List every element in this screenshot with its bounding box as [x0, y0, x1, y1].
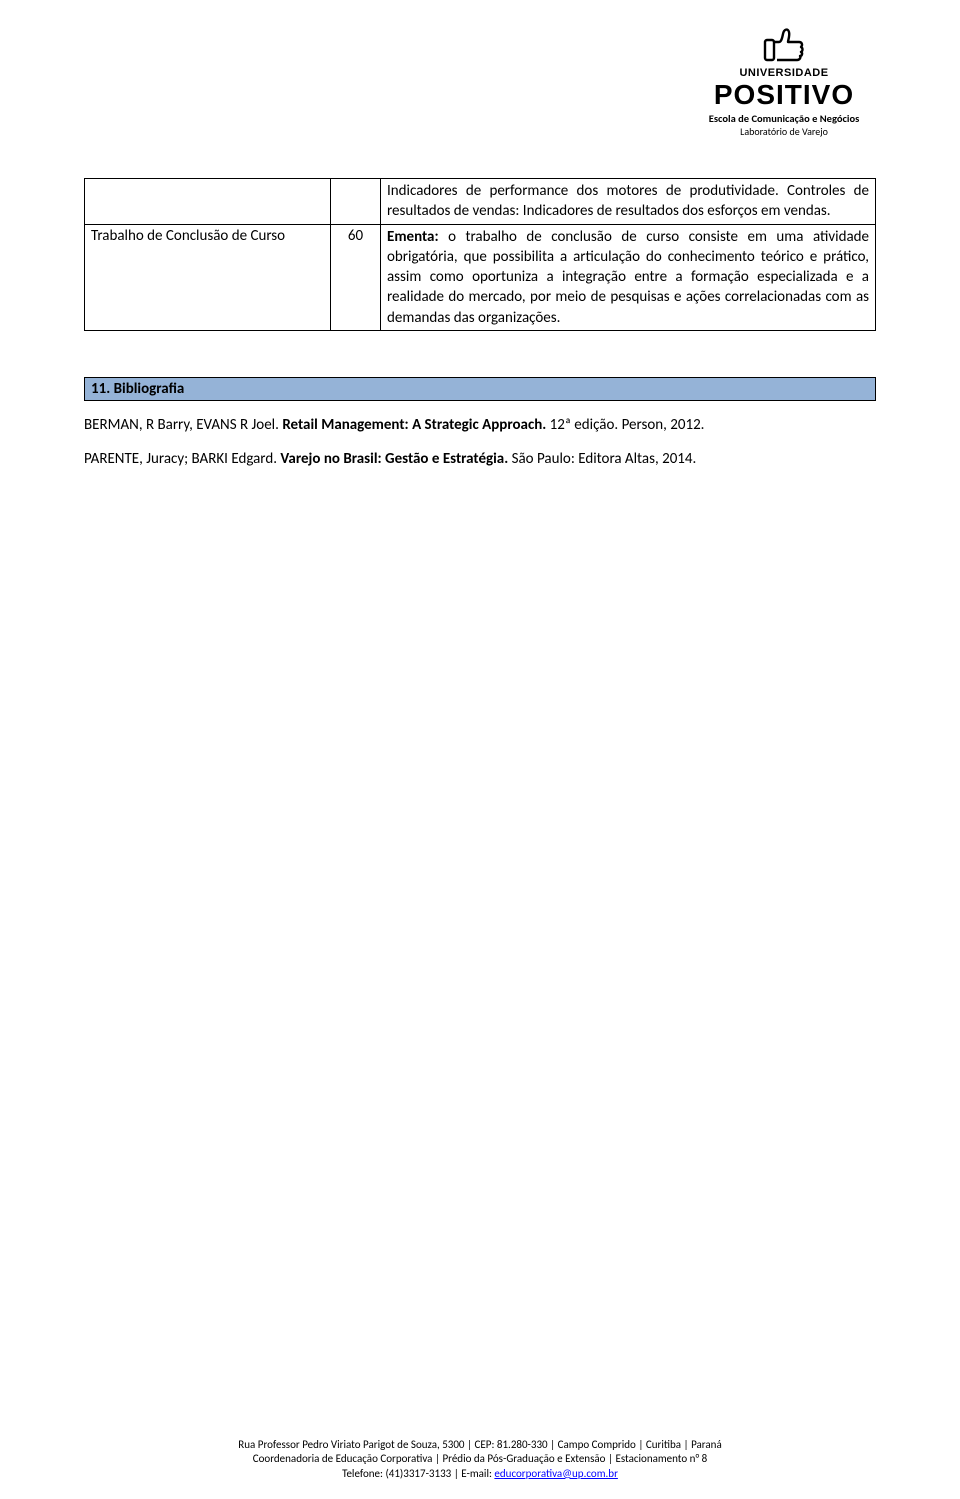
section-heading-bibliography: 11. Bibliografia — [84, 377, 876, 401]
biblio-authors: PARENTE, Juracy; BARKI Edgard. — [84, 450, 280, 468]
logo-subtitle-1: Escola de Comunicação e Negócios — [674, 112, 894, 125]
thumbs-up-icon — [674, 22, 894, 64]
ementa-label: Ementa: — [387, 228, 439, 246]
table-row: Indicadores de performance dos motores d… — [85, 179, 876, 225]
table-row: Trabalho de Conclusão de Curso 60 Ementa… — [85, 224, 876, 330]
ementa-body: o trabalho de conclusão de curso consist… — [387, 228, 869, 327]
cell-hours: 60 — [331, 224, 381, 330]
page-footer: Rua Professor Pedro Viriato Parigot de S… — [0, 1438, 960, 1481]
cell-course-name: Trabalho de Conclusão de Curso — [85, 224, 331, 330]
footer-phone-label: Telefone: (41)3317-3133 | E-mail: — [342, 1467, 494, 1480]
bibliography-block: BERMAN, R Barry, EVANS R Joel. Retail Ma… — [84, 415, 876, 470]
biblio-meta: 12ª edição. Person, 2012. — [546, 416, 704, 434]
header-logo: UNIVERSIDADE POSITIVO Escola de Comunica… — [674, 22, 894, 138]
biblio-meta: São Paulo: Editora Altas, 2014. — [508, 450, 696, 468]
logo-subtitle-2: Laboratório de Varejo — [674, 125, 894, 138]
footer-contact: Telefone: (41)3317-3133 | E-mail: educor… — [0, 1467, 960, 1481]
biblio-authors: BERMAN, R Barry, EVANS R Joel. — [84, 416, 282, 434]
footer-address: Rua Professor Pedro Viriato Parigot de S… — [0, 1438, 960, 1452]
footer-department: Coordenadoria de Educação Corporativa | … — [0, 1452, 960, 1466]
course-table: Indicadores de performance dos motores d… — [84, 178, 876, 331]
logo-brand-text: POSITIVO — [674, 79, 894, 111]
cell-description: Indicadores de performance dos motores d… — [381, 179, 876, 225]
bibliography-entry: PARENTE, Juracy; BARKI Edgard. Varejo no… — [84, 449, 876, 469]
cell-hours — [331, 179, 381, 225]
cell-description: Ementa: o trabalho de conclusão de curso… — [381, 224, 876, 330]
footer-email-link[interactable]: educorporativa@up.com.br — [494, 1467, 618, 1480]
logo-university-text: UNIVERSIDADE — [674, 67, 894, 79]
biblio-title: Retail Management: A Strategic Approach. — [282, 416, 546, 434]
cell-course-name — [85, 179, 331, 225]
biblio-title: Varejo no Brasil: Gestão e Estratégia. — [280, 450, 508, 468]
bibliography-entry: BERMAN, R Barry, EVANS R Joel. Retail Ma… — [84, 415, 876, 435]
